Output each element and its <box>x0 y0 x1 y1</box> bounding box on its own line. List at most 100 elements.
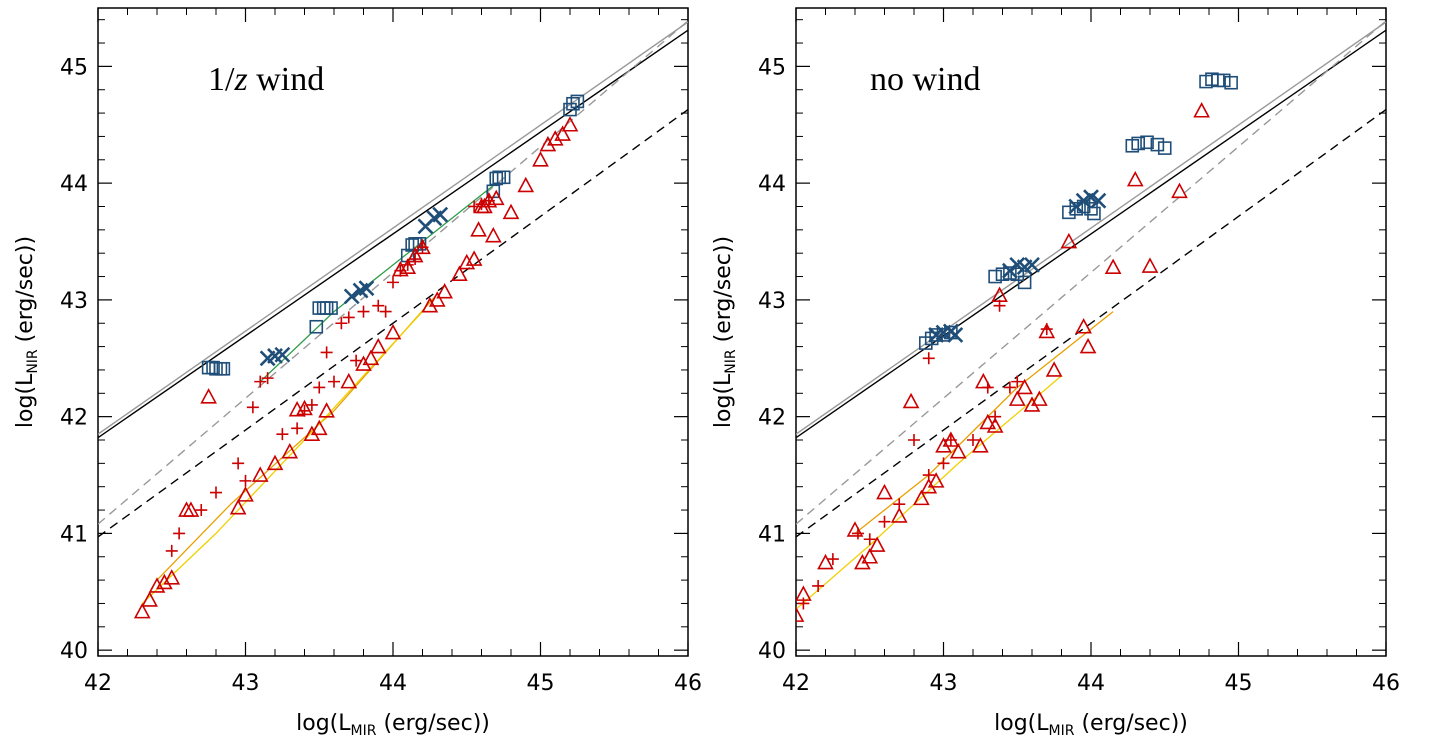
square-marker <box>988 269 1002 284</box>
y-tick-label: 45 <box>60 55 88 80</box>
triangle-marker <box>133 602 151 619</box>
x-axis-label-prefix: log(L <box>296 711 351 736</box>
x-axis-label-sub: MIR <box>351 723 377 739</box>
square-marker <box>496 170 511 185</box>
square-marker <box>319 301 334 315</box>
reference-line <box>98 21 688 435</box>
plus-marker <box>379 305 392 318</box>
reference-line <box>98 20 688 525</box>
plus-marker <box>372 299 385 312</box>
triangle-marker <box>817 553 834 570</box>
x-tick-label: 46 <box>1372 671 1400 696</box>
plus-marker <box>350 354 363 367</box>
x-marker <box>274 346 291 363</box>
square-marker <box>570 94 585 109</box>
x-tick-label: 44 <box>1077 671 1105 696</box>
model-track <box>156 293 438 581</box>
x-marker <box>947 326 964 343</box>
square-marker <box>324 301 338 315</box>
triangle-marker <box>487 189 505 206</box>
reference-line <box>98 109 688 538</box>
triangle-marker <box>148 577 166 593</box>
square-marker <box>1216 73 1231 88</box>
triangle-marker <box>318 402 335 418</box>
panel-title-part: z <box>233 61 247 98</box>
plus-marker <box>210 486 222 499</box>
plus-marker <box>878 515 891 528</box>
plus-marker <box>851 527 864 540</box>
reference-line <box>796 20 1386 525</box>
triangle-marker <box>554 125 571 141</box>
plus-marker <box>1003 381 1016 394</box>
triangle-marker <box>340 372 358 389</box>
triangle-marker <box>1060 232 1078 249</box>
x-axis-label-suffix: (erg/sec)) <box>376 711 489 736</box>
plus-marker <box>416 241 429 254</box>
panel-title-part: wind <box>248 61 325 98</box>
square-marker <box>1140 135 1154 150</box>
plus-marker <box>409 253 422 266</box>
triangle-marker <box>1141 257 1159 273</box>
triangle-marker <box>465 250 483 266</box>
triangle-marker <box>281 442 299 459</box>
x-marker <box>343 288 360 305</box>
x-tick-label: 42 <box>782 671 810 696</box>
triangle-marker <box>229 499 247 515</box>
triangle-marker <box>876 483 893 500</box>
reference-line <box>796 29 1386 439</box>
square-marker <box>1131 136 1145 151</box>
triangle-marker <box>1079 337 1097 354</box>
square-marker <box>566 96 580 111</box>
reference-line <box>98 29 688 439</box>
x-axis-label: log(LMIR (erg/sec)) <box>296 711 490 739</box>
triangle-marker <box>369 337 387 354</box>
triangle-marker <box>1038 322 1056 339</box>
triangle-marker <box>532 151 549 167</box>
plus-marker <box>967 434 979 446</box>
x-axis-label-suffix: (erg/sec)) <box>1074 711 1187 736</box>
plus-marker <box>797 597 810 610</box>
plus-marker <box>305 398 318 411</box>
plus-marker <box>291 422 304 435</box>
square-marker <box>309 319 324 334</box>
x-axis-label-prefix: log(L <box>994 711 1049 736</box>
x-tick-label: 43 <box>232 671 260 696</box>
triangle-marker <box>428 291 446 307</box>
square-marker <box>206 360 220 375</box>
plus-marker <box>394 264 407 277</box>
triangle-marker <box>1126 170 1144 187</box>
square-marker <box>316 301 331 315</box>
x-axis-label: log(LMIR (erg/sec)) <box>994 711 1188 739</box>
y-tick-label: 44 <box>758 172 786 197</box>
triangle-marker <box>902 392 920 409</box>
square-marker <box>405 238 419 252</box>
triangle-marker <box>288 400 306 417</box>
square-marker <box>489 171 504 186</box>
y-tick-label: 41 <box>758 522 786 547</box>
square-marker <box>1087 206 1101 221</box>
triangle-marker <box>927 472 945 488</box>
triangle-marker <box>156 573 173 590</box>
plus-marker <box>254 375 267 388</box>
y-axis-label-suffix: (erg/sec)) <box>711 236 736 349</box>
triangle-marker <box>1171 182 1188 199</box>
square-marker <box>312 301 327 315</box>
plus-marker <box>401 258 414 271</box>
y-axis-label-sub: NIR <box>723 349 739 374</box>
plus-marker <box>261 372 274 385</box>
x-tick-label: 45 <box>527 671 555 696</box>
plus-marker <box>298 404 311 417</box>
triangle-marker <box>436 283 453 299</box>
triangle-marker <box>451 265 468 282</box>
plus-marker <box>812 579 825 592</box>
plus-marker <box>232 457 245 470</box>
plus-marker <box>1011 375 1024 388</box>
plus-marker <box>922 469 935 482</box>
plus-marker <box>387 276 399 289</box>
y-axis-label-prefix: log(L <box>711 373 736 428</box>
y-axis-label-prefix: log(L <box>13 373 38 428</box>
plus-marker <box>468 200 481 213</box>
square-marker <box>1084 202 1098 216</box>
